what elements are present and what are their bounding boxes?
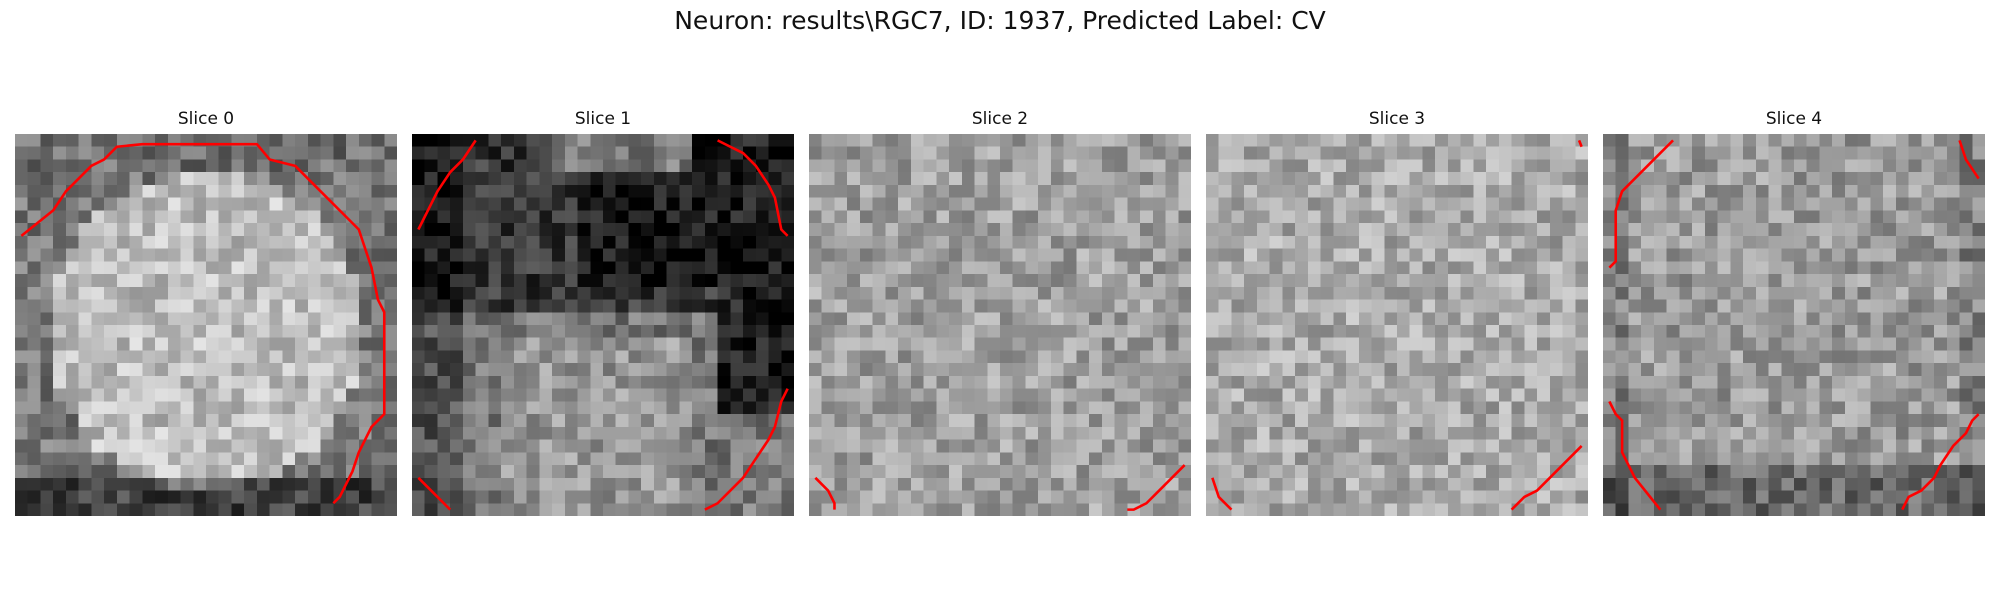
cell-contour [1902,414,1978,510]
slice-image [412,134,794,516]
slice-title: Slice 2 [971,109,1029,129]
slice-title: Slice 0 [177,109,235,129]
cell-contour [1609,401,1660,509]
slice-panel-2: Slice 2 [809,108,1191,516]
cell-contour [1579,140,1582,146]
slice-title: Slice 1 [574,109,632,129]
slice-image [1206,134,1588,516]
cell-contour [1960,140,1979,178]
slice-panel-4: Slice 4 [1603,108,1985,516]
cell-contour [21,144,384,503]
figure-title: Neuron: results\RGC7, ID: 1937, Predicte… [674,6,1326,35]
slice-title: Slice 4 [1765,109,1823,129]
cell-contour [705,389,788,510]
slice-image [15,134,397,516]
slice-title: Slice 3 [1368,109,1426,129]
slice-image [1603,134,1985,516]
slice-image [809,134,1191,516]
cell-contour [815,478,834,510]
cell-contour [418,140,475,229]
slice-panel-3: Slice 3 [1206,108,1588,516]
cell-contour [418,478,450,510]
slice-panel-0: Slice 0 [15,108,397,516]
cell-contour [1609,140,1673,267]
cell-contour [1127,465,1184,510]
slice-panel-1: Slice 1 [412,108,794,516]
cell-contour [718,140,788,236]
cell-contour [1212,478,1231,510]
cell-contour [1512,446,1582,510]
